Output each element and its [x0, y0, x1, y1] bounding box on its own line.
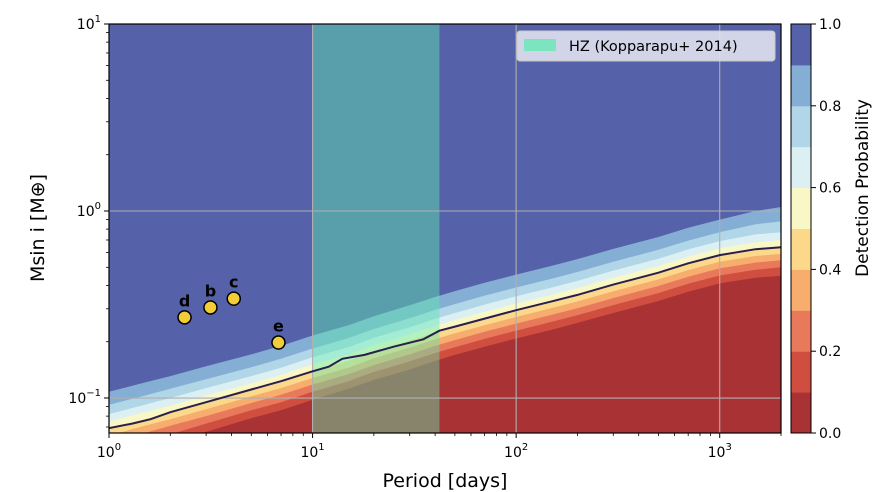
colorbar-tick-label-1: 0.2: [819, 344, 841, 360]
planet-label-b: b: [205, 281, 216, 300]
colorbar-band-2: [791, 310, 811, 352]
y-axis-ticks: 10−1 100 101: [68, 14, 109, 428]
x-axis-ticks: 100 101 102 103: [97, 433, 782, 461]
planet-label-c: c: [229, 273, 238, 292]
colorbar-band-6: [791, 146, 811, 189]
colorbar-band-5: [791, 187, 811, 229]
planet-label-e: e: [273, 317, 284, 336]
colorbar-band-1: [791, 351, 811, 393]
x-tick-label-2: 102: [504, 442, 528, 461]
fill-below-0.1: [202, 275, 781, 433]
colorbar-frame: [790, 23, 812, 434]
legend-box: [516, 30, 776, 62]
colorbar-tick-label-5: 1.0: [819, 17, 841, 33]
x-tick-label-3: 103: [708, 442, 732, 461]
colorbar: 0.0 0.2 0.4 0.6 0.8 1.0: [790, 17, 841, 442]
probability-contour-fills: [109, 24, 781, 433]
plot-frame: [108, 23, 782, 434]
legend-swatch: [524, 39, 556, 51]
y-tick-label-2: 101: [77, 14, 101, 33]
colorbar-tick-label-4: 0.8: [819, 99, 841, 115]
planet-marker-e: [271, 335, 286, 350]
x-axis-label: Period [days]: [383, 470, 508, 492]
planet-markers: db c e: [177, 273, 286, 350]
colorbar-label: Detection Probability: [853, 99, 873, 277]
colorbar-band-8: [791, 64, 811, 107]
fifty-percent-contour-line: [109, 246, 781, 430]
y-axis-label: Msin i [M⊕]: [27, 174, 49, 282]
colorbar-band-4: [791, 228, 811, 270]
y-tick-label-0: 10−1: [68, 388, 101, 407]
planet-marker-c: [226, 291, 241, 306]
legend-label: HZ (Kopparapu+ 2014): [569, 39, 738, 55]
x-tick-label-1: 101: [300, 442, 324, 461]
plot-area: db c e: [109, 24, 781, 433]
planet-marker-d: [177, 310, 192, 325]
legend: HZ (Kopparapu+ 2014): [516, 30, 776, 62]
fifty-percent-contour-layer: [109, 246, 781, 430]
colorbar-band-3: [791, 269, 811, 311]
colorbar-band-9: [791, 24, 811, 66]
x-tick-label-0: 100: [97, 442, 121, 461]
y-tick-label-1: 100: [77, 201, 101, 220]
colorbar-tick-label-0: 0.0: [819, 426, 841, 442]
colorbar-band-0: [791, 392, 811, 434]
habitable-zone-band: [312, 24, 440, 433]
habitable-zone-layer: [312, 24, 440, 433]
planet-marker-b: [203, 300, 218, 315]
colorbar-tick-label-2: 0.4: [819, 262, 841, 278]
colorbar-band-7: [791, 105, 811, 148]
colorbar-tick-label-3: 0.6: [819, 181, 841, 197]
planet-label-d: d: [179, 291, 190, 310]
